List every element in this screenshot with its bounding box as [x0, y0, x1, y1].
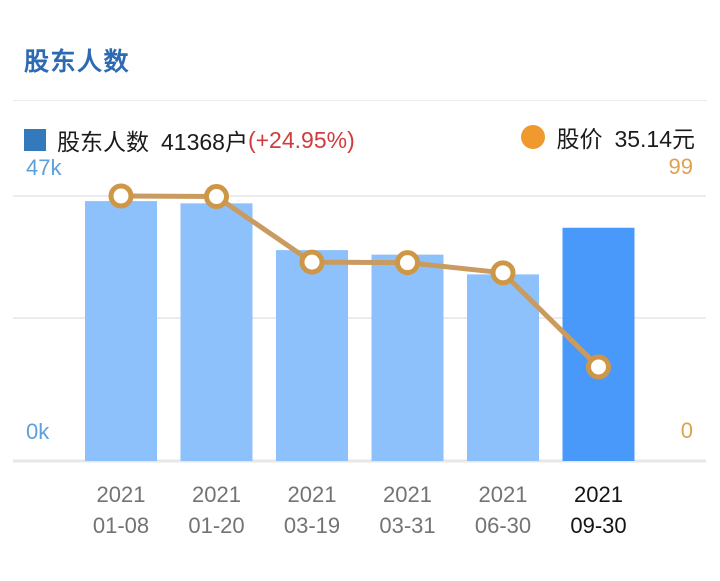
left-axis-min-label: 0k [26, 419, 50, 444]
bar-2021-01-20[interactable] [180, 203, 253, 462]
x-axis-labels: 2021 01-08 2021 01-20 2021 03-19 2021 03-31 2021… [0, 479, 720, 549]
right-axis-min-label: 0 [680, 418, 693, 443]
shareholders-count-value: 41368户 [161, 129, 248, 155]
price-marker-2021-03-31 [395, 250, 420, 276]
x-tick-2021-09-30: 2021 09-30 [570, 482, 627, 538]
x-tick-2021-01-20: 2021 01-20 [188, 482, 245, 538]
price-legend-dot-icon [521, 125, 546, 149]
x-tick-2021-03-19: 2021 03-19 [283, 482, 341, 538]
bar-2021-03-19[interactable] [276, 250, 348, 461]
x-tick-2021-03-31: 2021 03-31 [379, 482, 436, 538]
price-marker-2021-09-30 [586, 354, 611, 380]
legend-shareholders: 股东人数 41368户 (+24.95%) [24, 126, 355, 155]
x-tick-2021-01-08: 2021 01-08 [92, 482, 150, 538]
bar-2021-06-30[interactable] [467, 274, 539, 461]
price-marker-2021-03-19 [299, 249, 325, 275]
price-marker-2021-06-30 [490, 260, 516, 286]
left-axis-max-label: 47k [26, 155, 62, 180]
price-line [118, 193, 601, 370]
shareholders-legend-label: 股东人数 [57, 129, 149, 155]
price-marker-2021-01-08 [108, 183, 134, 209]
bar-2021-01-08[interactable] [85, 201, 157, 461]
x-tick-2021-06-30: 2021 06-30 [474, 482, 532, 538]
title-divider [13, 100, 707, 101]
price-marker-2021-01-20 [204, 184, 229, 210]
shareholders-change-percent: (+24.95%) [247, 126, 355, 153]
legend-price: 股价 35.14元 [521, 123, 695, 152]
price-legend-label: 股价 [556, 126, 603, 152]
right-axis-max-label: 99 [668, 154, 693, 179]
price-value: 35.14元 [614, 126, 695, 152]
bar-2021-03-31[interactable] [371, 254, 444, 461]
shareholders-legend-swatch-icon [24, 129, 46, 151]
page-title: 股东人数 [24, 48, 131, 76]
